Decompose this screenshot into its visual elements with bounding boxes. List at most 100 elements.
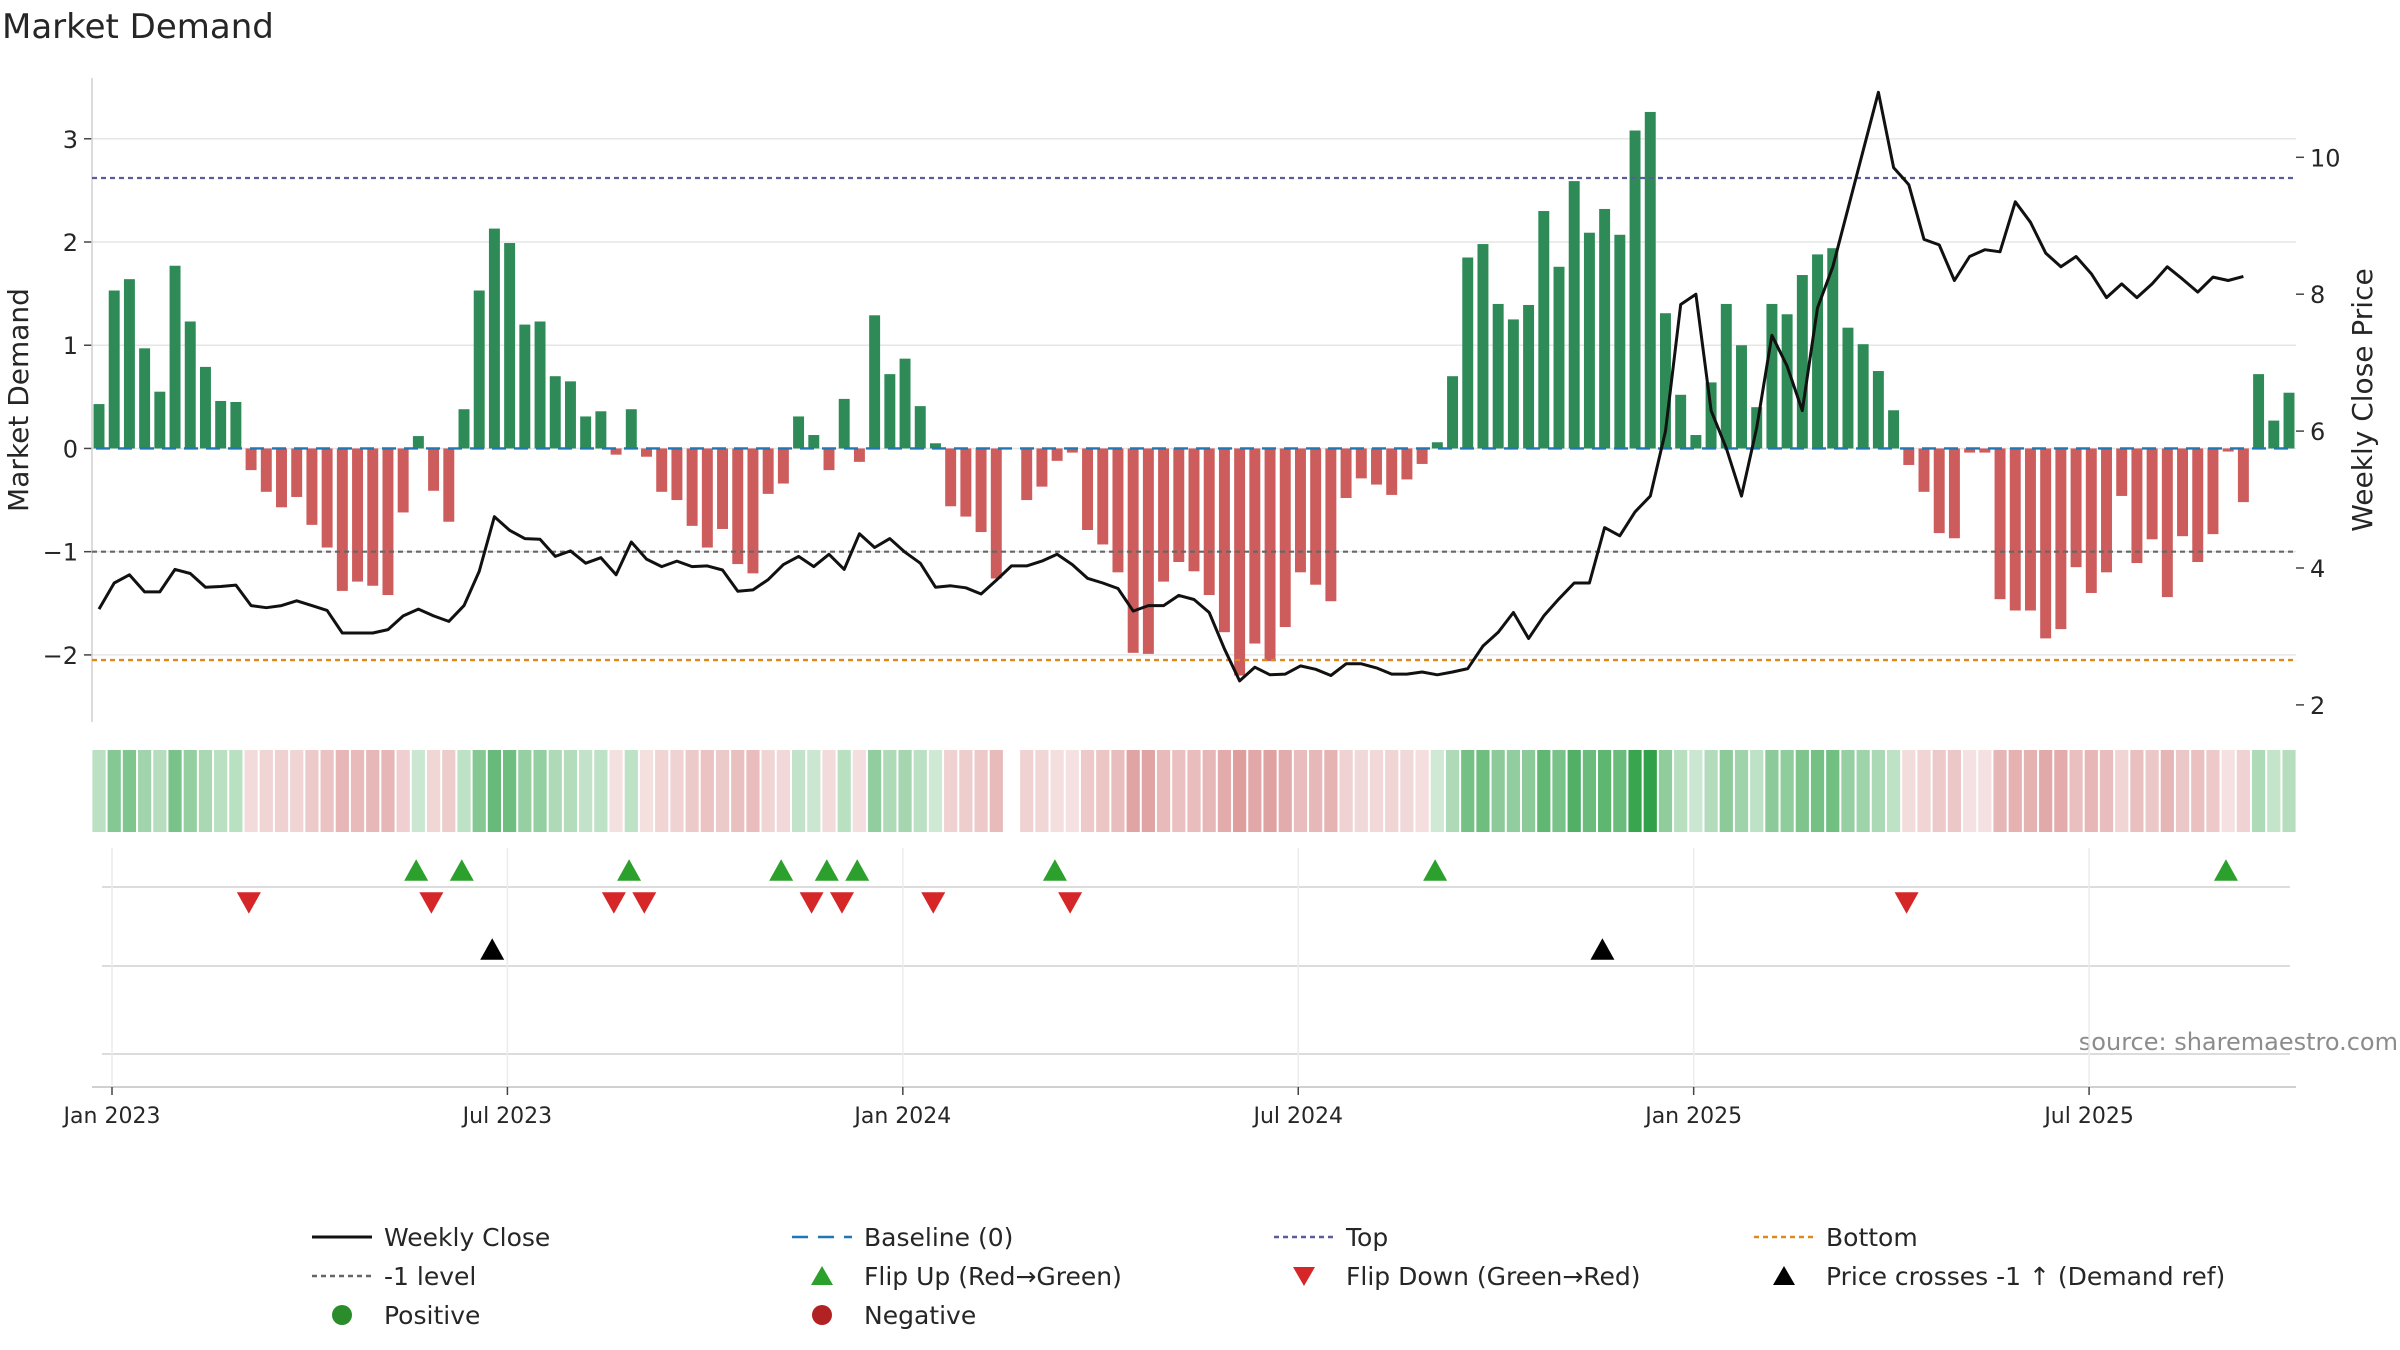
- heat-strip-cell: [1719, 750, 1733, 832]
- demand-bar-negative: [1173, 448, 1185, 562]
- heat-strip-cell: [381, 750, 395, 832]
- heat-strip-cell: [122, 750, 137, 832]
- heat-strip-cell: [472, 750, 486, 832]
- heat-strip-cell: [1734, 750, 1749, 832]
- demand-bar-positive: [793, 416, 805, 449]
- demand-bar-positive: [1705, 382, 1717, 449]
- demand-bar-positive: [1568, 181, 1580, 449]
- demand-bar-negative: [291, 448, 303, 497]
- demand-bar-positive: [1614, 234, 1626, 449]
- demand-bar-positive: [1659, 313, 1671, 449]
- heat-strip-cell: [685, 750, 699, 832]
- heat-strip-cell: [1856, 750, 1870, 832]
- heat-strip-cell: [1506, 750, 1520, 832]
- demand-bar-negative: [1355, 448, 1367, 479]
- demand-bar-positive: [1796, 275, 1808, 449]
- demand-bar-negative: [1386, 448, 1398, 495]
- demand-bar-negative: [2085, 448, 2097, 593]
- heat-strip-cell: [1476, 750, 1490, 832]
- heat-strip-cell: [244, 750, 258, 832]
- demand-bar-positive: [1736, 345, 1747, 449]
- demand-bar-negative: [2009, 448, 2021, 611]
- heat-strip-cell: [1096, 750, 1110, 832]
- heat-strip-cell: [715, 750, 730, 832]
- heat-strip-cell: [1750, 750, 1764, 832]
- heat-strip-cell: [503, 750, 517, 832]
- demand-bar-negative: [1051, 448, 1063, 461]
- demand-bar-positive: [1523, 304, 1535, 449]
- heat-strip-cell: [837, 750, 851, 832]
- demand-bar-negative: [276, 448, 287, 508]
- demand-bar-negative: [717, 448, 729, 529]
- x-axis: Jan 2023 Jul 2023 Jan 2024 Jul 2024 Jan 2025…: [62, 1086, 2296, 1129]
- heat-strip-cell: [2160, 750, 2174, 832]
- heat-strip-cell: [746, 750, 760, 832]
- demand-bar-positive: [230, 402, 242, 449]
- heat-strip-cell: [1461, 750, 1475, 832]
- demand-bar-negative: [2040, 448, 2052, 639]
- heat-strip-cell: [1324, 750, 1338, 832]
- demand-bar-negative: [671, 448, 683, 501]
- demand-bar-negative: [1234, 448, 1246, 676]
- flip-up-marker: [2213, 859, 2238, 881]
- demand-bar-negative: [1903, 448, 1915, 465]
- heat-strip-cell: [2236, 750, 2250, 832]
- flip-up-marker: [1042, 859, 1067, 881]
- demand-bar-negative: [1325, 448, 1337, 602]
- heat-strip-cell: [1293, 750, 1308, 832]
- heat-strip-cell: [274, 750, 289, 832]
- heat-strip-cell: [989, 750, 1003, 832]
- heat-strip-cell: [1278, 750, 1292, 832]
- demand-bar-positive: [1812, 254, 1824, 449]
- demand-bar-positive: [1553, 266, 1565, 449]
- demand-bar-negative: [321, 448, 333, 548]
- heat-strip-cell: [1156, 750, 1171, 832]
- legend-swatch-triangle-down: [1293, 1267, 1315, 1286]
- heat-strip-cell: [1628, 750, 1642, 832]
- demand-bar-positive: [1538, 211, 1550, 449]
- demand-bar-negative: [2024, 448, 2036, 611]
- heat-strip-cell: [1978, 750, 1992, 832]
- heat-strip-cell: [1050, 750, 1064, 832]
- heat-strip-cell: [153, 750, 167, 832]
- flip-down-marker: [632, 892, 657, 914]
- demand-bar-negative: [260, 448, 272, 492]
- heat-strip-cell: [2191, 750, 2205, 832]
- heat-strip-cell: [2251, 750, 2266, 832]
- legend-label: Price crosses -1 ↑ (Demand ref): [1826, 1262, 2225, 1291]
- demand-bar-positive: [2283, 392, 2295, 449]
- demand-bar-positive: [534, 321, 546, 449]
- heat-strip-cell: [1217, 750, 1232, 832]
- demand-bar-positive: [1599, 208, 1611, 449]
- heat-strip-cell: [609, 750, 623, 832]
- demand-bar-positive: [808, 435, 820, 449]
- heat-strip-cell: [2039, 750, 2053, 832]
- y2-tick-label: 2: [2310, 692, 2325, 720]
- flip-up-marker: [769, 859, 794, 881]
- heat-strip-cell: [1643, 750, 1657, 832]
- flip-up-marker: [814, 859, 839, 881]
- x-tick-label: Jan 2024: [852, 1104, 951, 1129]
- heat-strip-cell: [761, 750, 775, 832]
- heat-strip-cell: [1385, 750, 1399, 832]
- flip-down-marker: [236, 892, 261, 914]
- legend-label: Negative: [864, 1301, 976, 1330]
- heat-strip-cell: [229, 750, 243, 832]
- y-tick-label: 2: [63, 229, 78, 257]
- demand-bar-negative: [732, 448, 744, 565]
- demand-bar-positive: [1675, 394, 1687, 449]
- demand-bar-negative: [1097, 448, 1109, 545]
- demand-bar-positive: [869, 315, 881, 449]
- demand-bar-positive: [1857, 344, 1869, 449]
- demand-bar-negative: [1371, 448, 1382, 485]
- heat-strip-cell: [1141, 750, 1155, 832]
- demand-bar-negative: [777, 448, 789, 484]
- heat-strip-cell: [457, 750, 471, 832]
- heat-strip-cell: [411, 750, 425, 832]
- demand-bar-negative: [1416, 448, 1428, 464]
- heat-strip-cell: [1111, 750, 1125, 832]
- heat-strip-cell: [138, 750, 152, 832]
- heat-strip-cell: [1658, 750, 1673, 832]
- demand-bar-negative: [2192, 448, 2204, 562]
- heat-strip-cell: [2145, 750, 2159, 832]
